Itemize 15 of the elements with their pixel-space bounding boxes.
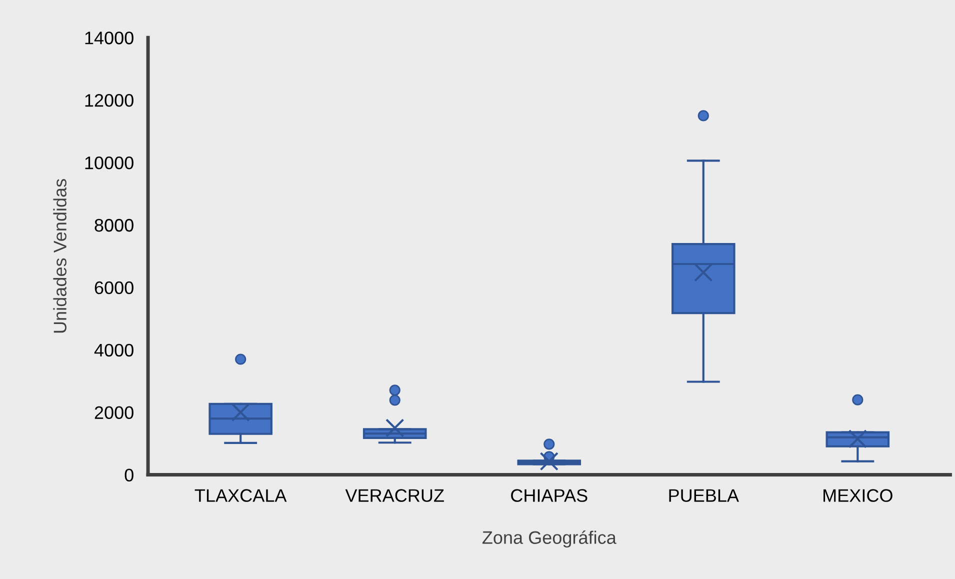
y-tick-label: 10000 <box>85 156 134 170</box>
x-tick-label: MEXICO <box>824 489 892 502</box>
x-tick-label: CHIAPAS <box>511 489 588 502</box>
y-tick-label: 6000 <box>94 281 134 294</box>
y-tick-label: 14000 <box>85 32 134 44</box>
y-tick-label: 4000 <box>94 344 134 357</box>
x-axis-title: Zona Geográfica <box>482 530 616 548</box>
y-tick-label: 8000 <box>94 218 134 232</box>
x-tick-label: VERACRUZ <box>345 489 444 502</box>
y-axis-title: Unidades Vendidas <box>53 179 66 333</box>
y-tick-label: 0 <box>124 468 134 482</box>
x-tick-label: TLAXCALA <box>194 489 287 502</box>
x-tick-label: PUEBLA <box>669 489 739 502</box>
y-tick-label: 2000 <box>94 406 134 420</box>
y-tick-label: 12000 <box>85 94 134 107</box>
